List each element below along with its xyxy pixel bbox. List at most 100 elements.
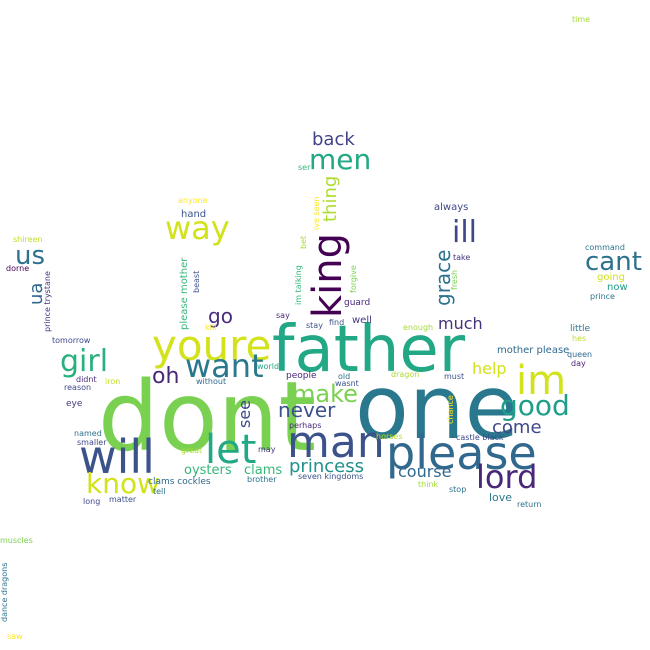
word-anyone: anyone [178, 196, 208, 205]
word-beast: beast [192, 270, 201, 293]
word-world: world [257, 362, 280, 371]
word-saw: saw [7, 632, 23, 641]
word-please: please [386, 426, 537, 480]
word-want: want [185, 347, 264, 385]
word-day: day [571, 359, 586, 368]
word-hand: hand [181, 209, 207, 220]
word-never: never [278, 398, 336, 422]
word-bet: bet [299, 235, 308, 249]
word-men: men [309, 143, 372, 176]
word-think: think [418, 480, 439, 489]
word-im-talking: im talking [294, 265, 303, 305]
word-im: im [516, 358, 567, 404]
word-return: return [517, 500, 542, 509]
word-well: well [352, 315, 372, 326]
word-command: command [585, 243, 625, 252]
word-way: way [165, 209, 230, 247]
word-fresh: fresh [450, 269, 459, 290]
word-horses: horses [376, 432, 403, 441]
word-prince: prince [590, 292, 615, 301]
word-eye: eye [66, 399, 83, 409]
word-will: will [79, 430, 155, 484]
word-time: time [572, 15, 591, 24]
word-people: people [286, 371, 317, 381]
word-mother-please: mother please [497, 345, 570, 356]
word-brother: brother [247, 475, 277, 484]
word-stay: stay [306, 321, 323, 330]
word-perhaps: perhaps [289, 421, 322, 430]
word-old: old [338, 372, 351, 381]
word-ive-seen: ive seen [312, 196, 321, 230]
word-much: much [438, 314, 483, 333]
word-tell: tell [153, 487, 166, 496]
word-oysters: oysters [184, 463, 232, 478]
word-long: long [83, 497, 101, 506]
word-father: father [272, 313, 466, 387]
word-dont: dont [98, 361, 317, 473]
word-back: back [312, 129, 355, 150]
word-oh: oh [152, 364, 180, 389]
word-going: going [597, 272, 625, 283]
word-come: come [492, 417, 542, 438]
word-thing: thing [320, 175, 341, 222]
word-make: make [292, 380, 358, 408]
word-dorne: dorne [6, 264, 30, 273]
word-reason: reason [64, 383, 92, 392]
word-us: us [15, 241, 46, 271]
word-matter: matter [109, 495, 137, 504]
word-stop: stop [449, 485, 467, 494]
word-hes: hes [572, 334, 587, 343]
word-see: see [235, 399, 254, 428]
word-without: without [196, 377, 227, 386]
word-know: know [86, 467, 160, 500]
word-must: must [444, 372, 465, 381]
word-enough: enough [403, 323, 434, 332]
word-let: let [205, 427, 257, 473]
word-iron: iron [105, 377, 121, 386]
word-ill: ill [452, 215, 478, 250]
word-clams-cockles: clams cockles [148, 477, 211, 487]
word-one: one [355, 356, 519, 459]
word-take: take [453, 253, 471, 262]
word-smaller: smaller [77, 438, 107, 447]
word-castle-black: castle black [456, 433, 504, 442]
word-ser: ser [298, 163, 311, 172]
word-seven-kingdoms: seven kingdoms [298, 472, 364, 481]
word-dance-dragons: dance dragons [0, 562, 9, 622]
word-lord: lord [476, 458, 538, 496]
word-always: always [434, 202, 469, 213]
word-clams: clams [244, 463, 283, 478]
word-good: good [500, 389, 570, 422]
word-help: help [472, 359, 507, 378]
word-chance: chance [446, 395, 455, 424]
word-please-mother: please mother [179, 257, 190, 330]
word-girl: girl [60, 344, 109, 379]
word-love: love [489, 491, 513, 504]
word-princess: princess [289, 456, 364, 477]
word-little: little [570, 324, 591, 334]
word-shireen: shireen [13, 235, 43, 244]
word-wasnt: wasnt [335, 379, 359, 388]
word-guard: guard [344, 298, 371, 308]
word-didnt: didnt [76, 375, 97, 384]
word-find: find [329, 318, 345, 327]
word-may: may [258, 445, 276, 454]
word-course: course [398, 462, 452, 481]
word-tomorrow: tomorrow [52, 336, 91, 345]
word-say: say [276, 311, 290, 320]
word-man: man [287, 417, 385, 468]
word-kill: kill [205, 323, 217, 332]
word-great: great [181, 446, 203, 455]
word-now: now [607, 282, 628, 293]
word-cant: cant [585, 247, 642, 277]
word-dragon: dragon [391, 370, 420, 379]
word-forgive: forgive [349, 265, 358, 293]
word-queen: queen [567, 350, 593, 359]
word-muscles: muscles [0, 536, 33, 545]
word-youre: youre [152, 321, 272, 370]
word-named: named [74, 429, 102, 438]
word-prince-trystane: prince trystane [43, 271, 52, 332]
word-king: king [305, 232, 351, 318]
word-go: go [208, 304, 233, 328]
